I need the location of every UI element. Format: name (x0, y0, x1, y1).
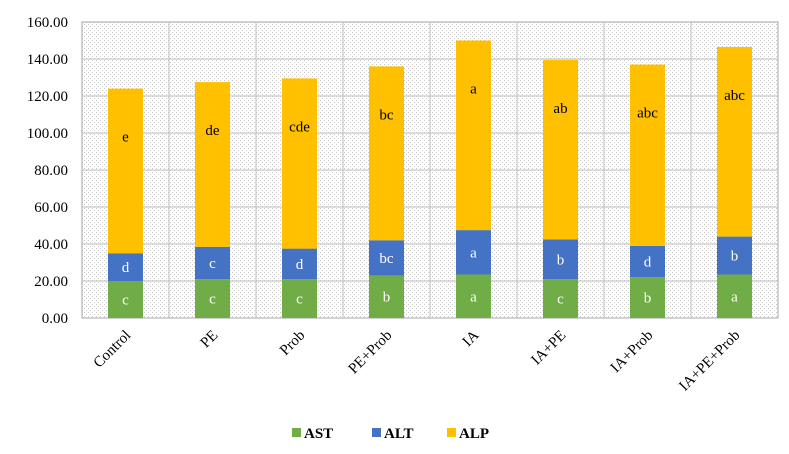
legend-swatch-alp (447, 428, 456, 437)
y-tick-label: 80.00 (34, 163, 68, 179)
bar-segment-ast (543, 279, 578, 318)
bar-segment-alt (630, 245, 665, 278)
bar-segment-ast (717, 274, 752, 318)
bar-segment-ast (630, 277, 665, 318)
bar-segment-ast (282, 279, 317, 318)
bar-segment-label: abc (637, 106, 658, 122)
y-tick-label: 120.00 (27, 89, 68, 105)
bar-segment-alt (369, 240, 404, 276)
bar-segment-alt (282, 248, 317, 280)
bar-segment-label: a (470, 82, 477, 98)
bar-segment-ast (195, 279, 230, 318)
bar-segment-alp (108, 88, 143, 254)
y-axis: 0.00 20.00 40.00 60.00 80.00 100.00 120.00 140.… (27, 15, 68, 327)
bar-segment-label: c (122, 293, 129, 309)
x-tick-label: PE+Prob (346, 328, 396, 378)
legend-label-alt: ALT (384, 426, 413, 442)
x-tick-label: Control (91, 328, 135, 372)
x-tick-label: PE (198, 328, 222, 352)
legend-swatch-alt (372, 428, 381, 437)
bar-segment-alp (630, 64, 665, 246)
bar-segment-label: c (296, 292, 303, 308)
y-tick-label: 20.00 (34, 274, 68, 290)
bar-segment-label: b (383, 290, 391, 306)
x-axis: Control PE Prob PE+Prob IA IA+PE IA+Prob IA+PE+… (91, 327, 744, 394)
bar-segment-label: c (209, 292, 216, 308)
y-tick-label: 40.00 (34, 237, 68, 253)
bar-segment-ast (108, 281, 143, 318)
bar-segment-ast (456, 274, 491, 318)
bar-segment-label: d (296, 257, 304, 273)
bar-segment-label: abc (724, 88, 745, 104)
bar-segment-alp (195, 82, 230, 247)
bar-segment-label: c (209, 256, 216, 272)
y-tick-label: 100.00 (27, 126, 68, 142)
bar-segment-label: a (470, 289, 477, 305)
bar-segment-alp (717, 46, 752, 237)
y-tick-label: 160.00 (27, 15, 68, 31)
bar-segment-label: c (557, 292, 564, 308)
bar-segment-label: a (731, 289, 738, 305)
bar-segment-label: b (557, 252, 565, 268)
x-tick-label: IA (460, 327, 483, 350)
bar-segment-alp (369, 66, 404, 241)
bar-segment-label: b (731, 249, 739, 265)
legend: AST ALT ALP (292, 426, 489, 442)
bar-segment-label: bc (379, 107, 394, 123)
x-tick-label: IA+PE+Prob (676, 328, 743, 395)
bar-segment-alt (195, 246, 230, 280)
y-tick-label: 0.00 (42, 311, 68, 327)
bar-segment-label: a (470, 245, 477, 261)
bar-segment-ast (369, 275, 404, 318)
legend-label-ast: AST (304, 426, 333, 442)
bar-segment-alp (456, 40, 491, 231)
bar-segment-label: d (122, 260, 130, 276)
bar-segment-alt (108, 253, 143, 281)
bar-segment-label: de (205, 123, 220, 139)
y-tick-label: 140.00 (27, 52, 68, 68)
bar-segment-alp (543, 59, 578, 240)
bar-segment-alt (456, 230, 491, 275)
y-tick-label: 60.00 (34, 200, 68, 216)
bar-segment-label: cde (289, 119, 310, 135)
bar-segment-label: e (122, 130, 129, 146)
bar-segment-alt (717, 236, 752, 275)
x-tick-label: IA+Prob (608, 328, 657, 377)
bar-segment-label: b (644, 291, 652, 307)
bar-segment-alp (282, 78, 317, 249)
bar-segment-alt (543, 239, 578, 280)
legend-label-alp: ALP (459, 426, 489, 442)
bar-segment-label: bc (379, 251, 394, 267)
bar-segment-label: ab (553, 101, 567, 117)
x-tick-label: IA+PE (528, 328, 569, 369)
x-tick-label: Prob (277, 328, 308, 359)
legend-swatch-ast (292, 428, 301, 437)
bar-segment-label: d (644, 255, 652, 271)
